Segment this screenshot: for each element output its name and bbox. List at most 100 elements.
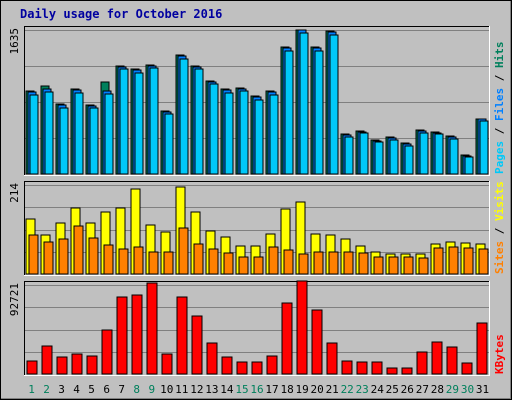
bar-pages-20: [314, 50, 324, 175]
bar-kbytes-14: [221, 356, 233, 375]
bar-sites-12: [193, 243, 204, 275]
bar-pages-4: [74, 92, 84, 175]
bar-pages-10: [164, 113, 174, 175]
x-tick-label-31: 31: [476, 383, 489, 396]
x-axis-ticks: 1 2 3 4 5 6 7 8 9 10 11 12 13 14 15 16 17 18 19 20 21 22 23 24 2…: [28, 383, 489, 396]
bar-sites-18: [283, 249, 294, 275]
bar-sites-8: [133, 246, 144, 275]
bar-sites-13: [208, 248, 219, 275]
x-tick-label-27: 27: [416, 383, 429, 396]
legend-hits-files-pages: Pages / Files / Hits: [493, 42, 506, 175]
bar-kbytes-11: [176, 296, 188, 375]
bar-pages-21: [329, 34, 339, 175]
bar-kbytes-26: [401, 367, 413, 375]
bar-pages-8: [134, 72, 144, 175]
x-tick-label-30: 30: [461, 383, 474, 396]
bar-sites-4: [73, 225, 84, 275]
bar-sites-17: [268, 246, 279, 275]
bar-pages-14: [224, 92, 234, 175]
bar-sites-11: [178, 227, 189, 275]
x-tick-label-7: 7: [118, 383, 125, 396]
x-tick-label-11: 11: [175, 383, 188, 396]
bar-kbytes-29: [446, 346, 458, 375]
bar-sites-31: [478, 248, 489, 275]
legend-item-pages: Pages: [493, 141, 506, 174]
bar-pages-18: [284, 50, 294, 175]
x-tick-label-25: 25: [386, 383, 399, 396]
bar-pages-30: [464, 156, 474, 175]
bar-pages-17: [269, 94, 279, 175]
legend-item-files: Files: [493, 88, 506, 121]
bar-sites-3: [58, 238, 69, 275]
bar-pages-29: [449, 138, 459, 175]
x-tick-label-14: 14: [220, 383, 234, 396]
x-tick-label-24: 24: [371, 383, 385, 396]
bar-pages-2: [44, 91, 54, 175]
bar-pages-7: [119, 68, 129, 175]
bar-sites-30: [463, 247, 474, 275]
bar-sites-16: [253, 256, 264, 275]
x-tick-label-26: 26: [401, 383, 414, 396]
x-tick-label-8: 8: [133, 383, 140, 396]
bar-kbytes-15: [236, 361, 248, 375]
bar-sites-1: [28, 234, 39, 275]
bar-pages-24: [374, 141, 384, 175]
x-tick-label-18: 18: [280, 383, 293, 396]
bar-kbytes-27: [416, 351, 428, 375]
x-tick-label-9: 9: [148, 383, 155, 396]
bar-sites-14: [223, 252, 234, 275]
panel-visits-sites: 214 Sites / Visits: [8, 181, 506, 276]
x-tick-label-29: 29: [446, 383, 459, 396]
y-max-label: 92721: [8, 283, 21, 316]
bar-pages-13: [209, 83, 219, 175]
panel-hits-files-pages: 1635 Pages / Files / Hits: [8, 26, 506, 176]
bar-pages-31: [479, 120, 489, 175]
bar-sites-15: [238, 256, 249, 275]
bar-kbytes-7: [116, 296, 128, 375]
bar-kbytes-30: [461, 362, 473, 375]
bar-pages-12: [194, 68, 204, 175]
bar-pages-5: [89, 107, 99, 175]
bar-kbytes-17: [266, 355, 278, 375]
x-tick-label-16: 16: [250, 383, 263, 396]
bar-pages-15: [239, 90, 249, 175]
bar-kbytes-4: [71, 353, 83, 375]
x-tick-label-22: 22: [341, 383, 354, 396]
bar-kbytes-21: [326, 342, 338, 375]
bar-sites-25: [388, 256, 399, 275]
bar-kbytes-8: [131, 294, 143, 375]
bar-kbytes-6: [101, 329, 113, 375]
x-tick-label-15: 15: [235, 383, 248, 396]
y-max-label: 1635: [8, 28, 21, 55]
bar-sites-5: [88, 237, 99, 275]
bar-sites-24: [373, 256, 384, 275]
bar-pages-19: [299, 32, 309, 175]
bar-kbytes-24: [371, 361, 383, 375]
bar-kbytes-18: [281, 302, 293, 375]
bar-sites-19: [298, 253, 309, 275]
bar-pages-16: [254, 99, 264, 175]
panel-kbytes: 92721 KBytes: [8, 280, 506, 376]
legend-item-sites: Sites: [493, 241, 506, 274]
bar-kbytes-22: [341, 360, 353, 375]
bar-kbytes-16: [251, 361, 263, 375]
legend-item-hits: Hits: [493, 42, 506, 69]
legend-item-kbytes: KBytes: [493, 334, 506, 374]
bar-kbytes-23: [356, 361, 368, 375]
bar-kbytes-19: [296, 280, 308, 375]
bar-pages-3: [59, 107, 69, 175]
x-tick-label-12: 12: [190, 383, 203, 396]
bar-pages-26: [404, 145, 414, 175]
bar-pages-9: [149, 67, 159, 175]
bar-sites-29: [448, 246, 459, 275]
y-max-label: 214: [8, 183, 21, 203]
bar-kbytes-28: [431, 341, 443, 375]
bar-pages-25: [389, 139, 399, 175]
bar-pages-1: [29, 94, 39, 175]
bar-sites-10: [163, 251, 174, 275]
bar-kbytes-31: [476, 322, 488, 375]
bar-pages-11: [179, 58, 189, 175]
bar-pages-6: [104, 93, 114, 175]
bar-kbytes-12: [191, 315, 203, 375]
